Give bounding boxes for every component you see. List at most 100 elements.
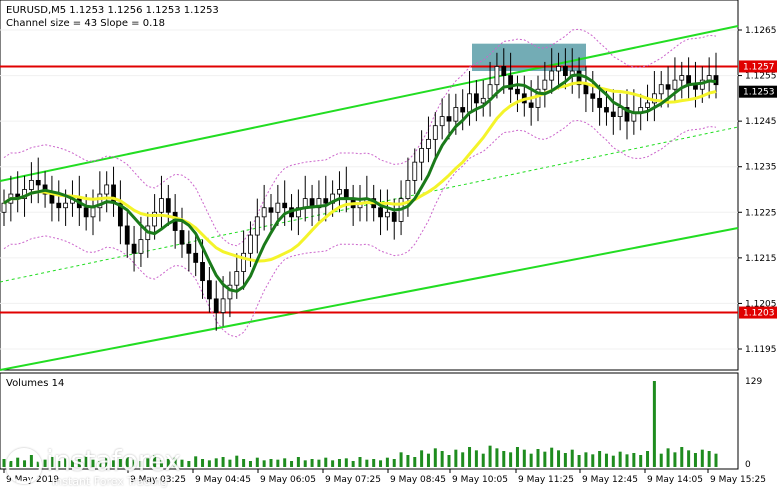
volume-bar <box>529 453 533 467</box>
volume-bar <box>707 451 711 467</box>
candle-body <box>254 216 260 236</box>
time-tick-label: 9 May 07:25 <box>325 475 381 485</box>
volume-bar <box>290 461 294 467</box>
candle-body <box>453 107 459 122</box>
candle-body <box>206 280 212 300</box>
volume-bar <box>337 459 341 467</box>
volume-bar <box>180 459 184 467</box>
candle-body <box>460 107 466 113</box>
candle-body <box>610 111 616 117</box>
channel-lower-line <box>0 227 739 371</box>
candle-body <box>97 193 103 209</box>
volume-bar <box>420 450 424 467</box>
candle-body <box>473 93 479 104</box>
volume-bar <box>351 461 355 467</box>
volume-bars <box>2 381 718 467</box>
time-tick-label: 9 May 11:25 <box>518 475 574 485</box>
candle-body <box>624 107 630 122</box>
candle-body <box>193 252 199 263</box>
volume-bar <box>488 445 492 467</box>
volume-bar <box>611 455 615 467</box>
volume-bar <box>283 458 287 467</box>
volume-bar <box>166 459 170 467</box>
volume-bar <box>98 461 102 467</box>
candle-body <box>508 75 514 90</box>
candle-body <box>268 207 274 213</box>
candle-body <box>562 66 568 76</box>
volume-bar <box>392 459 396 467</box>
volume-bar <box>563 453 567 467</box>
volume-bar <box>235 455 239 467</box>
volume-bar <box>132 459 136 467</box>
volume-bar <box>584 452 588 467</box>
candle-body <box>597 97 603 108</box>
volume-tick-label: 0 <box>745 460 751 470</box>
volume-bar <box>358 457 362 467</box>
volume-bar <box>714 453 718 467</box>
time-tick-label: 9 May 04:45 <box>195 475 251 485</box>
instaforex-watermark: instaforex Instant Forex Trading <box>6 444 196 489</box>
candle-body <box>439 116 445 127</box>
volume-bar <box>577 455 581 467</box>
volume-bar <box>474 450 478 467</box>
volume-bar <box>447 455 451 467</box>
time-tick-label: 9 May 15:25 <box>710 475 766 485</box>
candle-body <box>200 262 205 282</box>
price-tick-label: 1.1265 <box>745 26 777 36</box>
candle-body <box>83 207 89 218</box>
volume-bar <box>242 459 246 467</box>
candle-body <box>227 284 233 300</box>
price-tick-label: 1.1195 <box>745 345 777 355</box>
price-tick-label: 1.1235 <box>745 163 777 173</box>
candle-body <box>28 179 34 190</box>
candle-body <box>49 193 55 204</box>
volume-bar <box>495 448 499 467</box>
candle-body <box>535 88 541 108</box>
moving-averages <box>3 73 717 293</box>
volume-bar <box>515 447 519 467</box>
candle-body <box>658 84 664 95</box>
volume-bar <box>365 459 369 467</box>
candle-body <box>679 75 685 81</box>
volume-bar <box>454 449 458 467</box>
volume-bar <box>598 451 602 467</box>
candle-body <box>556 66 561 72</box>
volume-bar <box>550 447 554 467</box>
price-tick-label: 1.1215 <box>745 254 777 264</box>
volume-bar <box>693 453 697 467</box>
candle-body <box>480 97 486 104</box>
volume-bar <box>570 449 574 467</box>
candle-body <box>665 84 671 90</box>
volume-bar <box>604 453 608 467</box>
price-grid <box>0 29 738 350</box>
upper-band <box>3 28 717 247</box>
candle-body <box>501 66 507 76</box>
candle-body <box>576 70 582 86</box>
candle-body <box>487 84 493 99</box>
candle-body <box>56 202 62 209</box>
candle-body <box>467 93 472 113</box>
volume-bar <box>372 459 376 467</box>
volume-bar <box>296 457 300 467</box>
time-tick-label: 9 May 12:45 <box>582 475 638 485</box>
volume-bar <box>248 461 252 467</box>
volume-bar <box>399 452 403 467</box>
channel-upper-line <box>0 25 739 182</box>
watermark-tagline: Instant Forex Trading <box>52 475 168 488</box>
volume-bar <box>2 459 6 467</box>
volume-bar <box>659 453 663 467</box>
volume-bar <box>173 457 177 467</box>
candle-body <box>35 179 41 186</box>
volume-bar <box>112 460 116 467</box>
regression-channel <box>0 25 739 371</box>
volume-bar <box>385 457 389 467</box>
lower-band <box>3 119 717 338</box>
price-tick-label: 1.1205 <box>745 299 777 309</box>
volume-bar <box>201 459 205 467</box>
candle-body <box>186 243 192 254</box>
level-tag <box>739 60 777 73</box>
volume-bar <box>666 448 670 467</box>
volume-bar <box>700 449 704 467</box>
volume-bar <box>625 454 629 467</box>
